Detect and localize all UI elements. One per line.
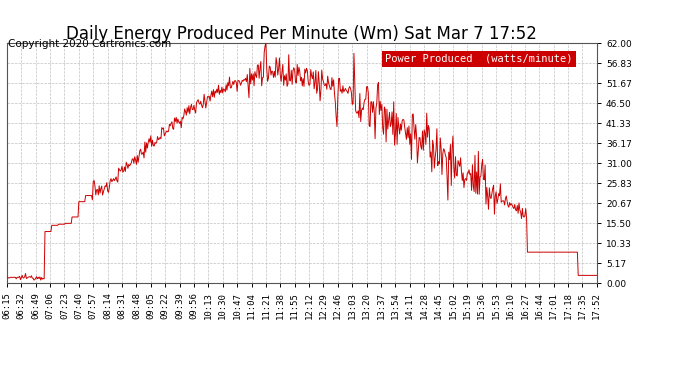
Text: Power Produced  (watts/minute): Power Produced (watts/minute) [385,54,573,64]
Text: Copyright 2020 Cartronics.com: Copyright 2020 Cartronics.com [8,39,172,50]
Title: Daily Energy Produced Per Minute (Wm) Sat Mar 7 17:52: Daily Energy Produced Per Minute (Wm) Sa… [66,25,538,43]
